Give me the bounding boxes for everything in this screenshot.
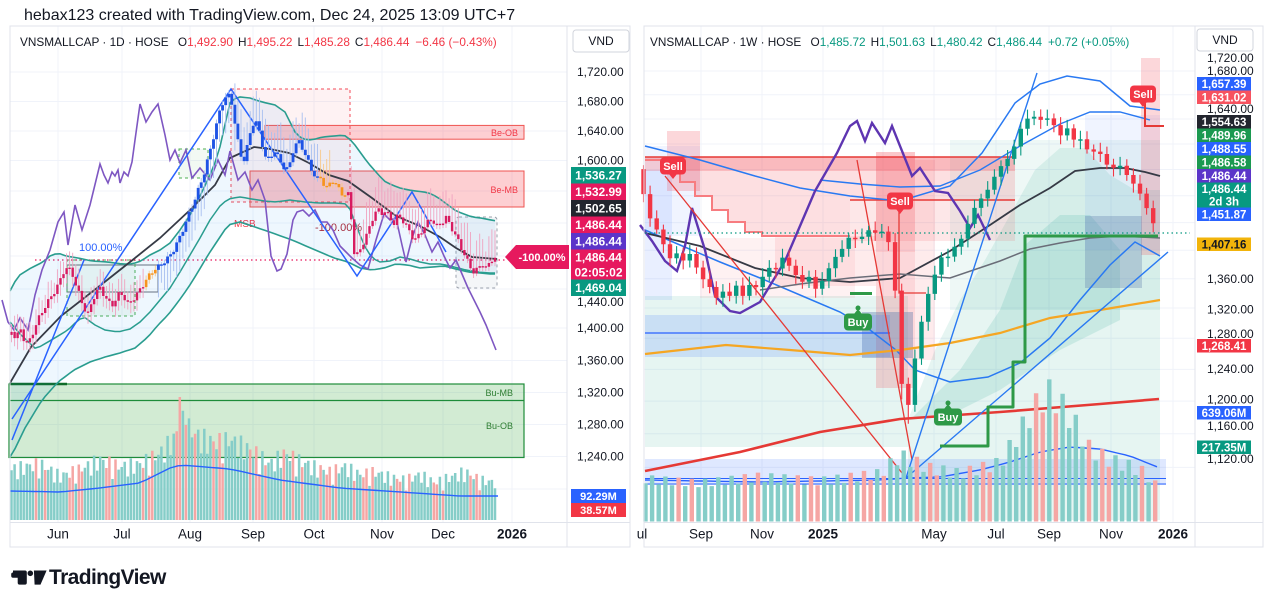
svg-text:1,360.00: 1,360.00 — [577, 354, 624, 368]
svg-text:Sell: Sell — [1133, 89, 1153, 101]
svg-text:Jun: Jun — [47, 527, 69, 542]
svg-text:1,240.00: 1,240.00 — [1207, 362, 1254, 376]
svg-text:Nov: Nov — [370, 527, 394, 542]
svg-text:Sell: Sell — [663, 161, 683, 173]
svg-text:1,680.00: 1,680.00 — [1207, 64, 1254, 78]
svg-text:02:05:02: 02:05:02 — [574, 265, 622, 279]
svg-text:38.57M: 38.57M — [580, 505, 617, 517]
svg-text:Sep: Sep — [689, 527, 713, 542]
svg-text:1,489.96: 1,489.96 — [1202, 130, 1247, 142]
svg-text:1,469.04: 1,469.04 — [575, 281, 622, 295]
svg-text:VNSMALLCAP · 1D · HOSE O1,492.: VNSMALLCAP · 1D · HOSE O1,492.90 H1,495.2… — [20, 35, 497, 49]
svg-text:TradingView: TradingView — [49, 566, 167, 589]
svg-text:100.00%: 100.00% — [79, 242, 123, 254]
svg-text:2026: 2026 — [497, 527, 528, 542]
svg-text:VNSMALLCAP · 1W · HOSE O1,485.: VNSMALLCAP · 1W · HOSE O1,485.72 H1,501.6… — [650, 35, 1129, 49]
svg-text:1,320.00: 1,320.00 — [1207, 303, 1254, 317]
svg-text:Dec: Dec — [431, 527, 455, 542]
svg-text:Jul: Jul — [987, 527, 1004, 542]
svg-text:Aug: Aug — [178, 527, 202, 542]
svg-text:1,554.63: 1,554.63 — [1202, 117, 1247, 129]
svg-text:1,407.16: 1,407.16 — [1202, 239, 1247, 251]
svg-text:Nov: Nov — [1099, 527, 1123, 542]
svg-text:1,280.00: 1,280.00 — [577, 418, 624, 432]
svg-text:1,486.44: 1,486.44 — [575, 218, 622, 232]
svg-text:1,680.00: 1,680.00 — [577, 95, 624, 109]
svg-text:1,657.39: 1,657.39 — [1202, 79, 1247, 91]
svg-text:Sep: Sep — [241, 527, 265, 542]
svg-text:1,532.99: 1,532.99 — [575, 185, 622, 199]
svg-text:1,486.44: 1,486.44 — [1202, 171, 1247, 183]
svg-text:ul: ul — [637, 527, 648, 542]
svg-text:1,160.00: 1,160.00 — [1207, 419, 1254, 433]
svg-text:VND: VND — [588, 34, 614, 48]
svg-text:1,720.00: 1,720.00 — [577, 65, 624, 79]
svg-text:1,486.44: 1,486.44 — [575, 235, 622, 249]
svg-text:1,360.00: 1,360.00 — [1207, 272, 1254, 286]
svg-text:Bu-OB: Bu-OB — [486, 421, 513, 431]
svg-text:1,631.02: 1,631.02 — [1202, 92, 1247, 104]
svg-text:639.06M: 639.06M — [1202, 408, 1247, 420]
svg-text:Nov: Nov — [750, 527, 774, 542]
svg-text:2d 3h: 2d 3h — [1209, 196, 1239, 208]
svg-text:Oct: Oct — [303, 527, 324, 542]
svg-text:Sep: Sep — [1037, 527, 1061, 542]
svg-text:1,120.00: 1,120.00 — [1207, 452, 1254, 466]
svg-text:-100.00%: -100.00% — [518, 252, 565, 264]
svg-text:1,280.00: 1,280.00 — [1207, 327, 1254, 341]
svg-text:Be-OB: Be-OB — [491, 128, 518, 138]
svg-text:Be-MB: Be-MB — [490, 185, 518, 195]
svg-text:2025: 2025 — [808, 527, 839, 542]
svg-text:92.29M: 92.29M — [580, 491, 617, 503]
svg-text:1,600.00: 1,600.00 — [577, 154, 624, 168]
svg-text:1,488.55: 1,488.55 — [1202, 144, 1247, 156]
svg-text:Jul: Jul — [113, 527, 130, 542]
svg-text:1,200.00: 1,200.00 — [1207, 393, 1254, 407]
svg-text:1,640.00: 1,640.00 — [1207, 102, 1254, 116]
svg-text:1,720.00: 1,720.00 — [1207, 51, 1254, 65]
svg-text:1,440.00: 1,440.00 — [577, 295, 624, 309]
svg-text:VND: VND — [1212, 33, 1238, 47]
svg-text:1,451.87: 1,451.87 — [1202, 209, 1247, 221]
svg-text:Buy: Buy — [848, 317, 870, 329]
svg-text:1,486.44: 1,486.44 — [575, 250, 622, 264]
svg-text:1,268.41: 1,268.41 — [1202, 341, 1247, 353]
svg-text:1,486.58: 1,486.58 — [1202, 157, 1247, 169]
svg-text:1,486.44: 1,486.44 — [1202, 184, 1247, 196]
svg-text:1,502.65: 1,502.65 — [575, 202, 622, 216]
svg-text:1,640.00: 1,640.00 — [577, 124, 624, 138]
svg-text:217.35M: 217.35M — [1202, 442, 1247, 454]
svg-text:May: May — [921, 527, 947, 542]
svg-text:1,536.27: 1,536.27 — [575, 169, 622, 183]
svg-text:Buy: Buy — [938, 412, 960, 424]
svg-text:Sell: Sell — [890, 196, 910, 208]
svg-text:1,320.00: 1,320.00 — [577, 386, 624, 400]
svg-text:Bu-MB: Bu-MB — [485, 388, 513, 398]
svg-text:1,240.00: 1,240.00 — [577, 450, 624, 464]
svg-text:hebax123 created with TradingV: hebax123 created with TradingView.com, D… — [24, 7, 515, 24]
svg-text:2026: 2026 — [1158, 527, 1189, 542]
svg-text:1,400.00: 1,400.00 — [577, 321, 624, 335]
